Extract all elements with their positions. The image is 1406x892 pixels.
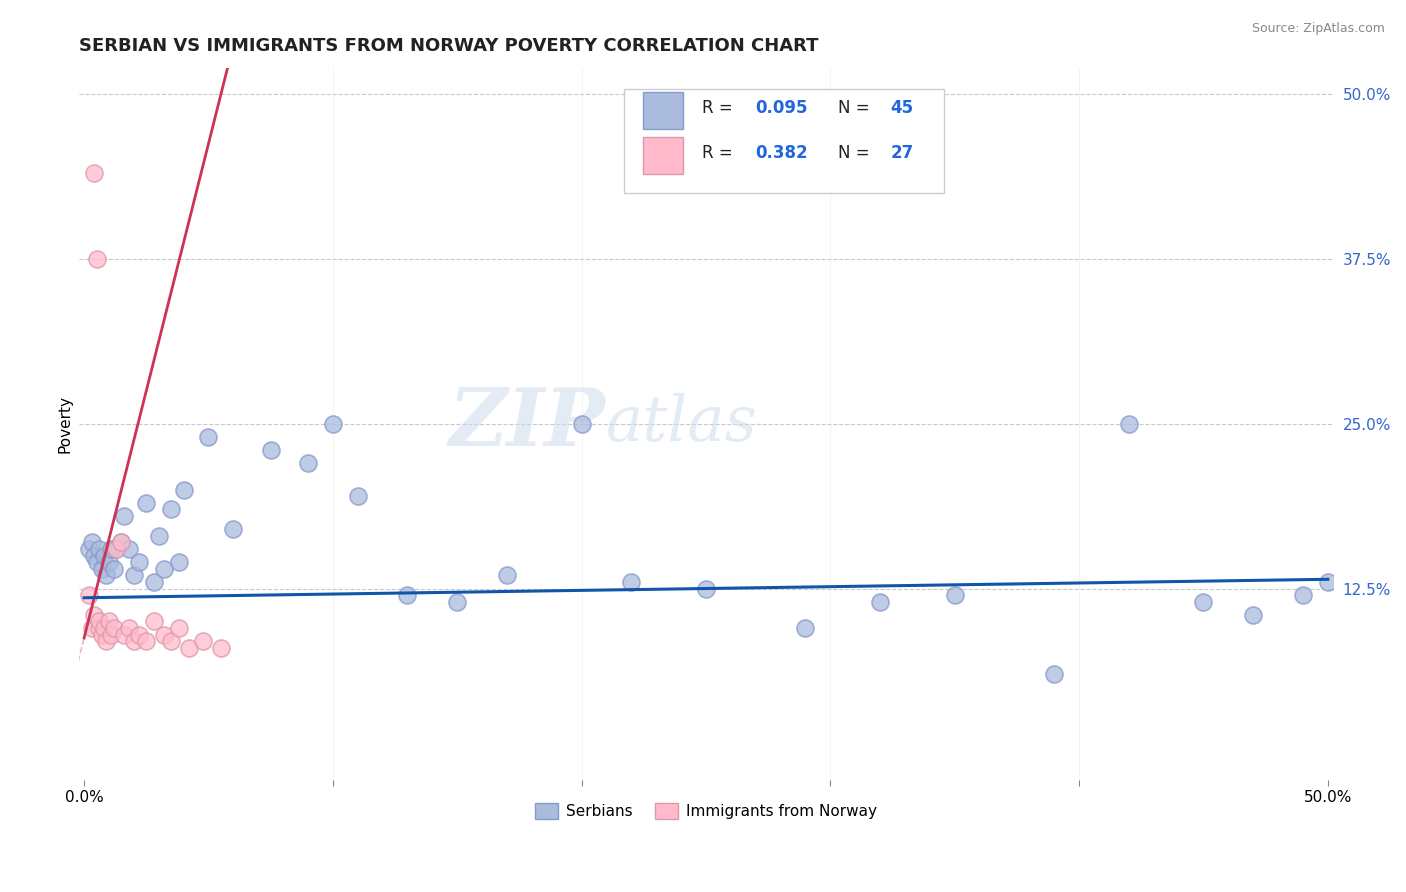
Point	[571, 417, 593, 431]
FancyBboxPatch shape	[624, 89, 945, 193]
Point	[173, 483, 195, 497]
Point	[112, 627, 135, 641]
Point	[80, 621, 103, 635]
Point	[98, 555, 121, 569]
Point	[152, 562, 174, 576]
Point	[86, 252, 108, 266]
Point	[103, 562, 125, 576]
Point	[222, 522, 245, 536]
Point	[135, 496, 157, 510]
Point	[118, 541, 141, 556]
Point	[1292, 588, 1315, 602]
Point	[322, 417, 344, 431]
Point	[122, 568, 145, 582]
Point	[90, 627, 112, 641]
Point	[193, 634, 215, 648]
Legend: Serbians, Immigrants from Norway: Serbians, Immigrants from Norway	[529, 797, 883, 825]
Point	[87, 621, 110, 635]
Point	[87, 541, 110, 556]
Text: 0.382: 0.382	[755, 145, 807, 162]
Point	[93, 621, 115, 635]
Text: 45: 45	[890, 99, 914, 117]
Point	[110, 535, 132, 549]
Point	[93, 549, 115, 563]
Point	[122, 634, 145, 648]
Point	[1118, 417, 1140, 431]
Point	[105, 541, 128, 556]
Point	[83, 607, 105, 622]
Point	[103, 621, 125, 635]
Point	[128, 555, 150, 569]
Point	[83, 549, 105, 563]
Point	[177, 640, 200, 655]
Bar	[644, 92, 683, 128]
Point	[90, 562, 112, 576]
Point	[620, 574, 643, 589]
Point	[77, 588, 100, 602]
Point	[96, 568, 118, 582]
Text: N =: N =	[838, 145, 875, 162]
Text: SERBIAN VS IMMIGRANTS FROM NORWAY POVERTY CORRELATION CHART: SERBIAN VS IMMIGRANTS FROM NORWAY POVERT…	[79, 37, 818, 55]
Point	[943, 588, 966, 602]
Point	[209, 640, 232, 655]
Point	[105, 541, 128, 556]
Point	[259, 443, 281, 458]
Point	[160, 634, 183, 648]
Text: 0.095: 0.095	[755, 99, 807, 117]
Point	[167, 621, 190, 635]
Point	[148, 529, 170, 543]
Point	[1043, 667, 1066, 681]
Point	[87, 615, 110, 629]
Point	[142, 574, 165, 589]
Bar	[644, 137, 683, 174]
Point	[446, 595, 468, 609]
Point	[100, 627, 122, 641]
Point	[77, 541, 100, 556]
Point	[112, 509, 135, 524]
Text: ZIP: ZIP	[449, 385, 606, 463]
Point	[1316, 574, 1339, 589]
Point	[197, 430, 219, 444]
Y-axis label: Poverty: Poverty	[58, 395, 72, 453]
Point	[794, 621, 817, 635]
Text: R =: R =	[702, 145, 738, 162]
Point	[152, 627, 174, 641]
Point	[396, 588, 419, 602]
Point	[128, 627, 150, 641]
Text: atlas: atlas	[606, 393, 758, 455]
Point	[297, 456, 319, 470]
Point	[100, 541, 122, 556]
Text: Source: ZipAtlas.com: Source: ZipAtlas.com	[1251, 22, 1385, 36]
Point	[98, 615, 121, 629]
Point	[1241, 607, 1264, 622]
Point	[110, 535, 132, 549]
Point	[86, 555, 108, 569]
Point	[96, 634, 118, 648]
Point	[1192, 595, 1215, 609]
Point	[80, 535, 103, 549]
Text: R =: R =	[702, 99, 738, 117]
Point	[496, 568, 519, 582]
Point	[869, 595, 891, 609]
Point	[695, 582, 717, 596]
Text: 27: 27	[890, 145, 914, 162]
Point	[167, 555, 190, 569]
Point	[118, 621, 141, 635]
Point	[160, 502, 183, 516]
Point	[135, 634, 157, 648]
Point	[83, 166, 105, 180]
Point	[346, 489, 368, 503]
Point	[142, 615, 165, 629]
Text: N =: N =	[838, 99, 875, 117]
